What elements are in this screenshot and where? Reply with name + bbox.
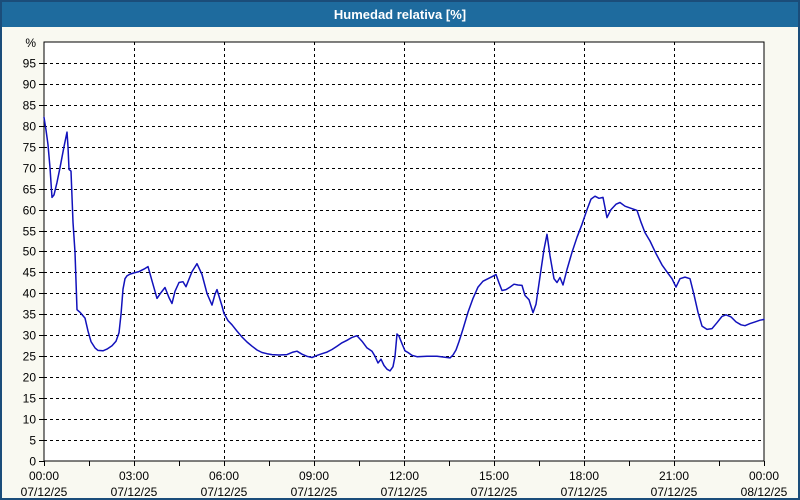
x-tick-date-label: 07/12/25: [381, 485, 428, 499]
y-tick-label: 65: [23, 183, 37, 197]
x-tick-time-label: 00:00: [749, 469, 779, 483]
y-tick-label: 55: [23, 225, 37, 239]
x-tick-date-label: 07/12/25: [21, 485, 68, 499]
titlebar: Humedad relativa [%]: [2, 2, 798, 27]
y-tick-label: 90: [23, 78, 37, 92]
y-tick-label: 10: [23, 413, 37, 427]
humidity-series-line: [43, 116, 765, 372]
y-axis-unit-label: %: [25, 36, 36, 50]
x-tick-time-label: 06:00: [209, 469, 239, 483]
y-tick-label: 50: [23, 245, 37, 259]
x-tick-time-label: 15:00: [479, 469, 509, 483]
x-tick-date-label: 07/12/25: [291, 485, 338, 499]
y-tick-label: 35: [23, 308, 37, 322]
y-tick-label: 25: [23, 350, 37, 364]
x-tick-time-label: 21:00: [659, 469, 689, 483]
x-tick-time-label: 00:00: [29, 469, 59, 483]
y-tick-label: 0: [29, 455, 36, 469]
x-tick-date-label: 07/12/25: [561, 485, 608, 499]
x-tick-time-label: 03:00: [119, 469, 149, 483]
x-tick-date-label: 08/12/25: [741, 485, 788, 499]
y-tick-label: 80: [23, 120, 37, 134]
x-tick-time-label: 09:00: [299, 469, 329, 483]
x-tick-time-label: 12:00: [389, 469, 419, 483]
y-tick-label: 20: [23, 371, 37, 385]
y-tick-label: 15: [23, 392, 37, 406]
window-title: Humedad relativa [%]: [333, 7, 467, 22]
x-tick-time-label: 18:00: [569, 469, 599, 483]
y-tick-label: 30: [23, 329, 37, 343]
y-tick-label: 95: [23, 57, 37, 71]
x-tick-date-label: 07/12/25: [651, 485, 698, 499]
y-tick-label: 70: [23, 162, 37, 176]
x-tick-date-label: 07/12/25: [471, 485, 518, 499]
y-tick-label: 60: [23, 204, 37, 218]
y-tick-label: 45: [23, 266, 37, 280]
y-tick-label: 75: [23, 141, 37, 155]
x-tick-date-label: 07/12/25: [201, 485, 248, 499]
y-tick-label: 85: [23, 99, 37, 113]
x-tick-date-label: 07/12/25: [111, 485, 158, 499]
y-tick-label: 40: [23, 287, 37, 301]
y-tick-label: 5: [29, 434, 36, 448]
